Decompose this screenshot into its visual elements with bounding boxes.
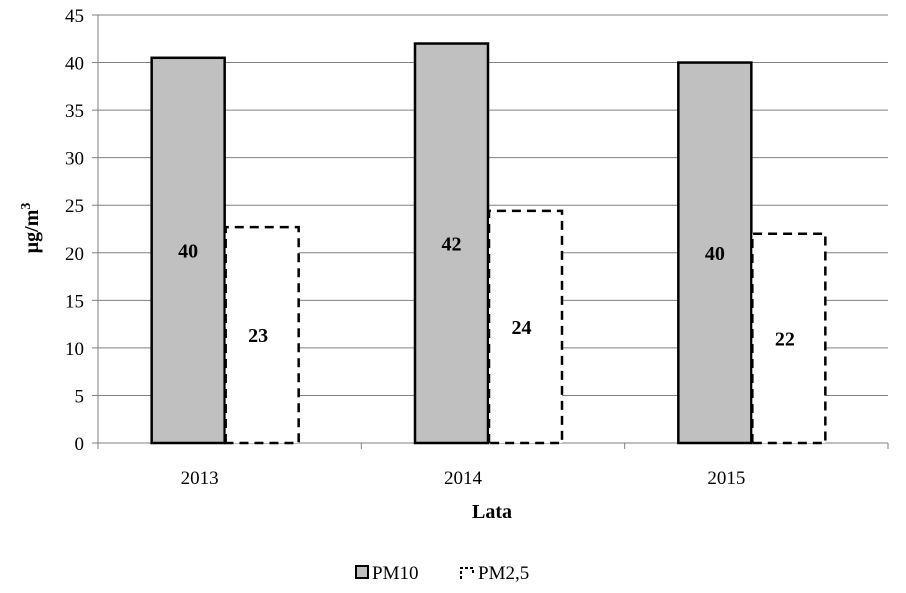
x-axis-ticks: 2013 2014 2015 — [97, 443, 889, 489]
y-axis-title-superscript: 3 — [19, 203, 34, 210]
legend: PM10 PM2,5 — [355, 563, 529, 584]
y-tick-label: 45 — [65, 6, 84, 27]
bar-pm10-2015 — [677, 61, 753, 445]
legend-label-pm10: PM10 — [372, 563, 418, 584]
y-axis-ticks: 0 5 10 15 20 25 30 35 40 45 — [65, 6, 99, 455]
bar-pm10-2013 — [150, 56, 226, 445]
bars — [150, 42, 827, 445]
data-label-pm25-2014: 24 — [512, 317, 532, 339]
bar-pm25-2013 — [224, 225, 300, 445]
legend-swatch-pm25 — [460, 567, 474, 579]
y-axis-title-base: µg/m — [21, 209, 43, 253]
bar-pm25-2015 — [751, 232, 827, 445]
data-label-pm25-2013: 23 — [248, 325, 268, 347]
x-tick-label: 2014 — [444, 468, 483, 489]
y-tick-label: 35 — [65, 101, 84, 122]
data-label-pm25-2015: 22 — [775, 328, 795, 350]
x-tick-label: 2015 — [707, 468, 745, 489]
data-label-pm10-2013: 40 — [178, 240, 198, 262]
legend-swatch-pm10 — [355, 565, 369, 579]
y-tick-label: 10 — [65, 339, 84, 360]
y-tick-label: 20 — [65, 244, 84, 265]
y-tick-label: 25 — [65, 196, 84, 217]
legend-label-pm25: PM2,5 — [478, 563, 529, 584]
bar-pm10-2014 — [413, 42, 490, 445]
y-tick-label: 30 — [65, 149, 84, 170]
y-tick-label: 40 — [65, 54, 84, 75]
y-axis-title: µg/m3 — [19, 203, 43, 254]
bar-pm25-2014 — [487, 209, 564, 445]
data-label-pm10-2014: 42 — [442, 233, 462, 255]
y-tick-label: 15 — [65, 291, 84, 312]
y-tick-label: 5 — [75, 386, 85, 407]
x-tick-label: 2013 — [181, 468, 219, 489]
data-labels: 40 23 42 24 40 22 — [178, 233, 795, 350]
y-tick-label: 0 — [75, 434, 85, 455]
x-axis-title: Lata — [472, 501, 512, 523]
data-label-pm10-2015: 40 — [705, 243, 725, 265]
